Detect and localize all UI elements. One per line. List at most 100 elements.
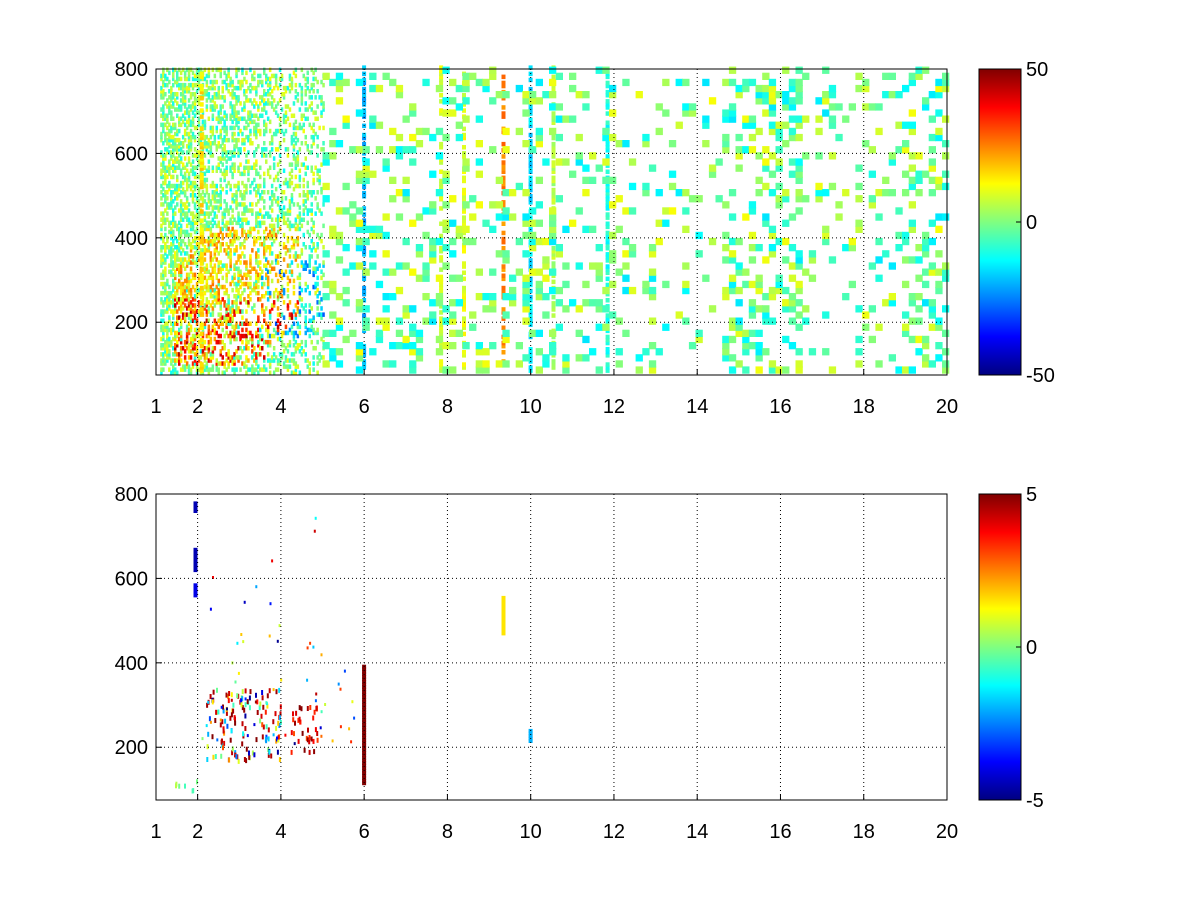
top-heatmap-cell <box>221 171 224 177</box>
top-heatmap-cell <box>160 361 163 366</box>
top-heatmap-cell <box>728 66 737 74</box>
top-heatmap-cell <box>268 67 272 73</box>
top-heatmap-cell <box>263 229 266 235</box>
top-heatmap-cell <box>278 358 282 363</box>
top-heatmap-cell <box>265 211 268 216</box>
top-heatmap-cell <box>237 235 240 241</box>
top-heatmap-cell <box>308 190 311 195</box>
top-heatmap-cell <box>782 256 790 264</box>
top-heatmap-cell <box>489 268 497 276</box>
bottom-heatmap-cell <box>193 593 198 598</box>
top-heatmap-cell <box>298 82 302 88</box>
top-heatmap-cell <box>181 217 185 222</box>
top-heatmap-cell <box>435 335 444 344</box>
top-heatmap-cell <box>795 97 803 105</box>
top-heatmap-cell <box>172 327 175 333</box>
top-heatmap-cell <box>575 91 583 99</box>
top-heatmap-cell <box>308 370 311 375</box>
top-heatmap-cell <box>268 150 272 155</box>
top-heatmap-cell <box>168 128 171 134</box>
top-heatmap-cell <box>922 103 930 111</box>
top-heatmap-cell <box>213 214 217 219</box>
top-heatmap-cell <box>249 98 252 103</box>
top-heatmap-cell <box>205 367 209 372</box>
top-heatmap-cell <box>261 153 264 158</box>
top-heatmap-cell <box>170 248 173 253</box>
top-heatmap-cell <box>302 183 305 189</box>
top-heatmap-cell <box>191 349 195 354</box>
top-heatmap-cell <box>362 343 367 349</box>
top-heatmap-cell <box>263 248 266 253</box>
bottom-heatmap-cell <box>362 723 367 727</box>
top-heatmap-cell <box>276 312 280 317</box>
top-heatmap-cell <box>199 209 204 214</box>
top-heatmap-cell <box>284 251 288 256</box>
top-heatmap-cell <box>170 242 173 247</box>
top-heatmap-cell <box>662 78 670 87</box>
top-heatmap-cell <box>189 278 193 284</box>
top-heatmap-cell <box>280 333 284 339</box>
top-heatmap-cell <box>439 282 444 288</box>
top-heatmap-cell <box>795 176 803 184</box>
top-heatmap-cell <box>199 239 204 245</box>
top-heatmap-cell <box>902 140 910 148</box>
top-heatmap-cell <box>170 125 173 131</box>
top-heatmap-cell <box>247 177 250 183</box>
top-heatmap-cell <box>290 141 294 146</box>
top-heatmap-cell <box>189 186 193 192</box>
top-heatmap-cell <box>170 110 173 115</box>
top-heatmap-cell <box>928 146 936 154</box>
top-heatmap-cell <box>589 225 597 233</box>
top-heatmap-cell <box>162 202 165 207</box>
top-heatmap-cell <box>193 101 197 106</box>
top-heatmap-cell <box>221 125 224 131</box>
bottom-heatmap-cell <box>234 750 237 756</box>
top-heatmap-cell <box>229 242 232 247</box>
top-heatmap-cell <box>280 294 284 299</box>
top-heatmap-cell <box>298 125 302 131</box>
bottom-heatmap-cell <box>320 653 323 657</box>
top-heatmap-cell <box>263 358 266 363</box>
top-heatmap-cell <box>237 202 240 207</box>
top-heatmap-cell <box>908 127 916 136</box>
top-heatmap-cell <box>235 229 238 235</box>
top-heatmap-cell <box>942 268 950 276</box>
top-heatmap-cell <box>162 245 165 250</box>
top-heatmap-cell <box>213 327 217 333</box>
top-heatmap-cell <box>174 260 177 265</box>
top-heatmap-cell <box>185 177 189 183</box>
top-heatmap-cell <box>369 84 377 93</box>
top-heatmap-cell <box>302 73 305 79</box>
top-heatmap-cell <box>272 226 276 232</box>
top-heatmap-cell <box>855 348 863 356</box>
top-heatmap-cell <box>251 248 254 253</box>
top-heatmap-cell <box>795 91 803 99</box>
top-heatmap-cell <box>249 290 252 296</box>
top-heatmap-cell <box>162 312 165 317</box>
top-heatmap-cell <box>922 244 930 252</box>
top-heatmap-cell <box>382 293 390 301</box>
top-heatmap-cell <box>217 223 220 229</box>
bottom-heatmap-cell <box>236 693 239 699</box>
top-heatmap-cell <box>187 346 191 351</box>
top-heatmap-cell <box>247 284 250 290</box>
top-heatmap-cell <box>462 342 470 350</box>
top-heatmap-cell <box>183 315 187 320</box>
top-heatmap-cell <box>176 297 179 302</box>
top-heatmap-cell <box>187 306 191 311</box>
top-heatmap-cell <box>274 147 278 152</box>
top-heatmap-cell <box>389 293 397 301</box>
top-heatmap-cell <box>227 232 230 238</box>
bottom-heatmap-cell <box>362 707 367 712</box>
top-heatmap-cell <box>292 223 296 229</box>
top-heatmap-cell <box>855 219 863 227</box>
top-heatmap-cell <box>268 312 272 317</box>
top-heatmap-cell <box>294 370 298 375</box>
top-heatmap-cell <box>320 312 323 317</box>
top-heatmap-cell <box>462 270 466 275</box>
top-heatmap-cell <box>209 352 213 357</box>
top-heatmap-cell <box>682 109 690 117</box>
top-heatmap-cell <box>257 290 260 296</box>
top-heatmap-cell <box>263 254 266 259</box>
top-heatmap-cell <box>888 354 896 362</box>
